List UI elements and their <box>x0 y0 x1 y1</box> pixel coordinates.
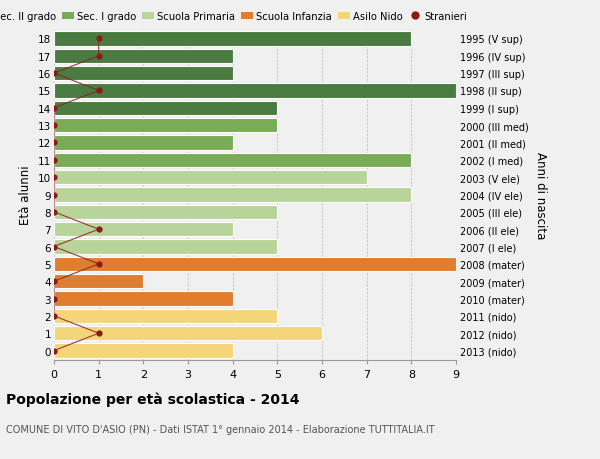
Bar <box>54 153 412 168</box>
Bar <box>54 101 277 116</box>
Y-axis label: Età alunni: Età alunni <box>19 165 32 225</box>
Bar <box>54 67 233 81</box>
Text: Popolazione per età scolastica - 2014: Popolazione per età scolastica - 2014 <box>6 392 299 406</box>
Bar <box>54 50 233 64</box>
Bar <box>54 240 277 254</box>
Bar <box>54 257 456 271</box>
Bar <box>54 274 143 289</box>
Bar <box>54 223 233 237</box>
Bar <box>54 84 456 98</box>
Legend: Sec. II grado, Sec. I grado, Scuola Primaria, Scuola Infanzia, Asilo Nido, Stran: Sec. II grado, Sec. I grado, Scuola Prim… <box>0 11 467 22</box>
Bar <box>54 188 412 202</box>
Bar <box>54 171 367 185</box>
Bar <box>54 119 277 133</box>
Text: COMUNE DI VITO D'ASIO (PN) - Dati ISTAT 1° gennaio 2014 - Elaborazione TUTTITALI: COMUNE DI VITO D'ASIO (PN) - Dati ISTAT … <box>6 424 434 434</box>
Y-axis label: Anni di nascita: Anni di nascita <box>534 151 547 239</box>
Bar <box>54 309 277 323</box>
Bar <box>54 326 322 341</box>
Bar <box>54 344 233 358</box>
Bar <box>54 292 233 306</box>
Bar <box>54 32 412 46</box>
Bar <box>54 136 233 150</box>
Bar <box>54 205 277 219</box>
